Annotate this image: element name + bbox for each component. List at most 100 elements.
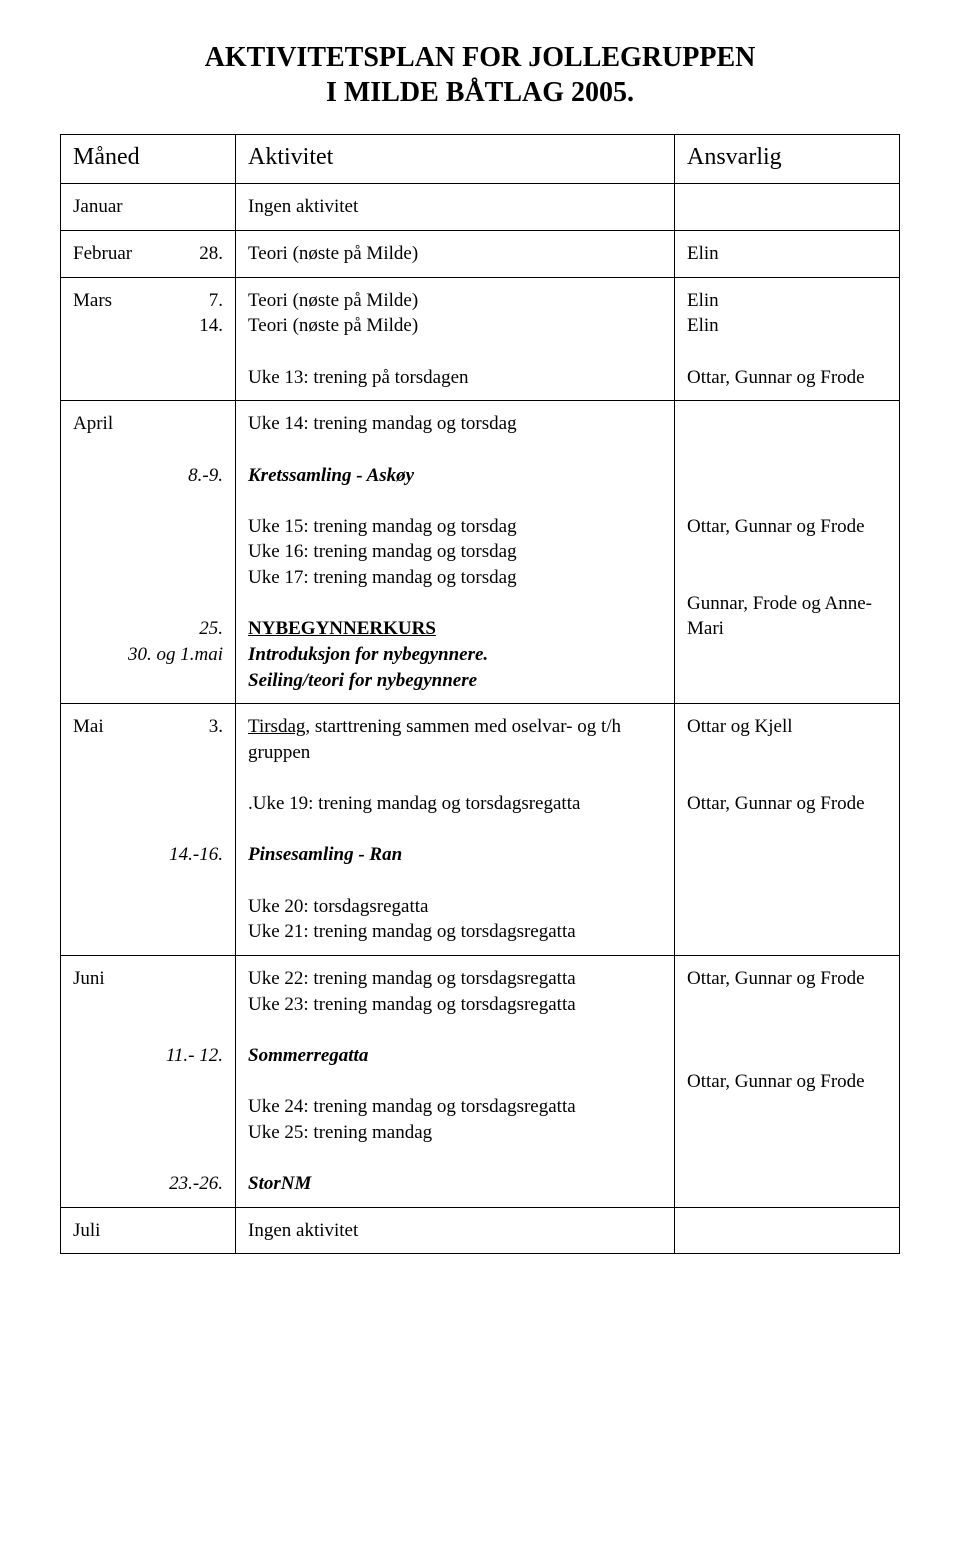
activity-line: Uke 21: trening mandag og torsdagsregatt… [248, 919, 662, 945]
activity-line: Uke 23: trening mandag og torsdagsregatt… [248, 992, 662, 1018]
activity-line: Uke 22: trening mandag og torsdagsregatt… [248, 966, 662, 992]
responsible-line: Elin [687, 288, 887, 314]
activity-line: Uke 25: trening mandag [248, 1120, 662, 1146]
table-row: Juni 11.- 12. 23.-26. Uke 22: trening ma… [61, 956, 900, 1208]
responsible-line: Gunnar, Frode og Anne-Mari [687, 591, 887, 642]
responsible-cell [675, 184, 900, 231]
table-row: April 8.-9. 25. 30. og 1.mai Uke 14: tre… [61, 401, 900, 704]
spacer [73, 488, 223, 514]
responsible-cell: Elin [675, 231, 900, 278]
month-cell: Februar 28. [61, 231, 236, 278]
responsible-line: Ottar, Gunnar og Frode [687, 966, 887, 992]
activity-line: NYBEGYNNERKURS [248, 616, 662, 642]
table-row: Mars 7. 14. Teori (nøste på Milde) Teori… [61, 277, 900, 401]
spacer [687, 740, 887, 766]
responsible-line: Ottar og Kjell [687, 714, 887, 740]
activity-cell: Uke 14: trening mandag og torsdag Kretss… [236, 401, 675, 704]
table-row: Juli Ingen aktivitet [61, 1207, 900, 1254]
activity-line: Uke 14: trening mandag og torsdag [248, 411, 662, 437]
activity-line: Introduksjon for nybegynnere. [248, 642, 662, 668]
date-label: 14.-16. [73, 842, 223, 868]
table-header-row: Måned Aktivitet Ansvarlig [61, 135, 900, 184]
activity-table: Måned Aktivitet Ansvarlig Januar Ingen a… [60, 134, 900, 1254]
activity-line: Uke 20: torsdagsregatta [248, 894, 662, 920]
activity-line: Tirsdag, starttrening sammen med oselvar… [248, 714, 662, 765]
month-label: Februar [73, 241, 132, 267]
responsible-cell [675, 1207, 900, 1254]
activity-line: Pinsesamling - Ran [248, 842, 662, 868]
month-cell: April 8.-9. 25. 30. og 1.mai [61, 401, 236, 704]
responsible-line: Ottar, Gunnar og Frode [687, 1069, 887, 1095]
table-row: Februar 28. Teori (nøste på Milde) Elin [61, 231, 900, 278]
activity-line: Uke 17: trening mandag og torsdag [248, 565, 662, 591]
spacer [73, 740, 223, 766]
month-cell: Mars 7. 14. [61, 277, 236, 401]
responsible-line: Elin [687, 313, 887, 339]
activity-line: Seiling/teori for nybegynnere [248, 668, 662, 694]
spacer [687, 437, 887, 463]
activity-cell: Tirsdag, starttrening sammen med oselvar… [236, 704, 675, 956]
date-label: 8.-9. [73, 463, 223, 489]
date-label: 14. [73, 313, 223, 339]
spacer [73, 766, 223, 792]
date-label: 11.- 12. [73, 1043, 223, 1069]
spacer [687, 992, 887, 1018]
spacer [73, 514, 223, 540]
responsible-cell: Elin Elin Ottar, Gunnar og Frode [675, 277, 900, 401]
responsible-cell: Ottar, Gunnar og Frode Ottar, Gunnar og … [675, 956, 900, 1208]
month-label: Mars [73, 288, 112, 314]
spacer [73, 1094, 223, 1120]
date-label: 7. [209, 288, 223, 314]
spacer [73, 1120, 223, 1146]
date-label: 23.-26. [73, 1171, 223, 1197]
activity-line: Uke 24: trening mandag og torsdagsregatt… [248, 1094, 662, 1120]
date-label: 28. [199, 241, 223, 267]
activity-cell: Ingen aktivitet [236, 1207, 675, 1254]
page-title: AKTIVITETSPLAN FOR JOLLEGRUPPEN I MILDE … [60, 40, 900, 110]
spacer [687, 539, 887, 565]
month-cell: Januar [61, 184, 236, 231]
spacer [687, 1017, 887, 1043]
responsible-cell: Ottar og Kjell Ottar, Gunnar og Frode [675, 704, 900, 956]
month-cell: Juli [61, 1207, 236, 1254]
title-line-2: I MILDE BÅTLAG 2005. [326, 77, 634, 108]
table-row: Januar Ingen aktivitet [61, 184, 900, 231]
activity-line: Teori (nøste på Milde) [248, 288, 662, 314]
activity-cell: Ingen aktivitet [236, 184, 675, 231]
date-label: 3. [209, 714, 223, 740]
activity-cell: Uke 22: trening mandag og torsdagsregatt… [236, 956, 675, 1208]
header-activity: Aktivitet [236, 135, 675, 184]
header-responsible: Ansvarlig [675, 135, 900, 184]
month-label: April [73, 411, 223, 437]
activity-line: StorNM [248, 1171, 662, 1197]
activity-cell: Teori (nøste på Milde) Teori (nøste på M… [236, 277, 675, 401]
spacer [687, 463, 887, 489]
activity-line: Kretssamling - Askøy [248, 463, 662, 489]
header-month: Måned [61, 135, 236, 184]
month-cell: Juni 11.- 12. 23.-26. [61, 956, 236, 1208]
spacer [687, 411, 887, 437]
date-label: 25. [73, 616, 223, 642]
month-cell: Mai 3. 14.-16. [61, 704, 236, 956]
responsible-cell: Ottar, Gunnar og Frode Gunnar, Frode og … [675, 401, 900, 704]
table-row: Mai 3. 14.-16. Tirsdag, starttrening sam… [61, 704, 900, 956]
activity-underline: Tirsdag, [248, 716, 310, 737]
responsible-line: Ottar, Gunnar og Frode [687, 791, 887, 817]
date-label: 30. og 1.mai [73, 642, 223, 668]
activity-line: .Uke 19: trening mandag og torsdagsregat… [248, 791, 662, 817]
activity-line: Teori (nøste på Milde) [248, 313, 662, 339]
title-line-1: AKTIVITETSPLAN FOR JOLLEGRUPPEN [205, 42, 756, 73]
spacer [73, 992, 223, 1018]
activity-line: Sommerregatta [248, 1043, 662, 1069]
responsible-line: Ottar, Gunnar og Frode [687, 514, 887, 540]
spacer [73, 539, 223, 565]
month-label: Mai [73, 714, 104, 740]
responsible-line: Ottar, Gunnar og Frode [687, 365, 887, 391]
activity-line: Uke 13: trening på torsdagen [248, 365, 662, 391]
activity-line: Uke 16: trening mandag og torsdag [248, 539, 662, 565]
spacer [73, 565, 223, 591]
spacer [73, 791, 223, 817]
month-label: Juni [73, 966, 223, 992]
spacer [73, 1069, 223, 1095]
activity-line: Uke 15: trening mandag og torsdag [248, 514, 662, 540]
